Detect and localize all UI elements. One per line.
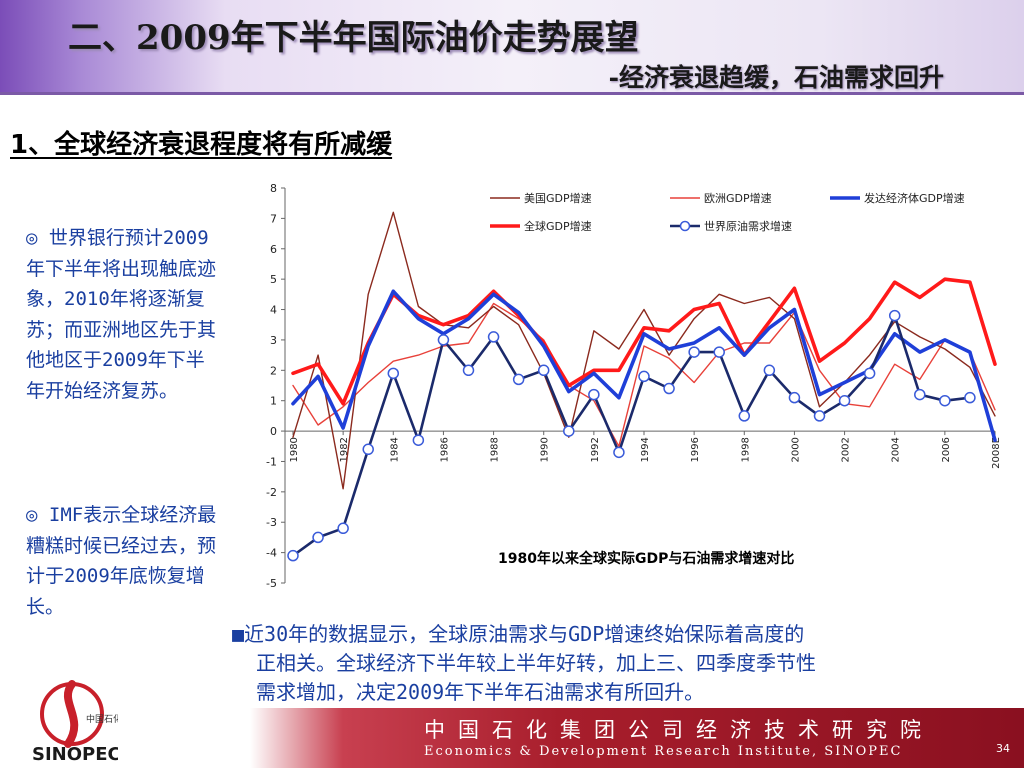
logo-text-cn: 中国石化	[86, 713, 118, 725]
bullet-text: 世界银行预计2009年下半年将出现触底迹象，2010年将逐渐复苏；而亚洲地区先于…	[26, 227, 217, 402]
series-point-oil	[437, 334, 450, 346]
series-point-oil	[964, 391, 976, 404]
series-point-oil	[412, 434, 425, 446]
gdp-oil-demand-chart: 8 7 6 5 4 3 2 1 0 -1 -2 -3 -4 -5 1980 1982 1984 1986 1988 1…	[266, 182, 1002, 590]
series-point-oil	[688, 346, 700, 358]
y-tick-label: -3	[266, 516, 277, 529]
series-point-oil	[863, 367, 876, 380]
bullet-mark: ◎	[26, 227, 38, 249]
x-tick-label: 2004	[891, 437, 902, 462]
legend-label-developed: 发达经济体GDP增速	[864, 191, 965, 205]
series-point-oil	[287, 549, 299, 562]
page-title: 二、2009年下半年国际油价走势展望	[68, 18, 639, 58]
series-point-oil	[813, 410, 826, 422]
series-point-oil	[362, 443, 374, 456]
legend-label-oil: 世界原油需求增速	[704, 219, 792, 233]
y-tick-label: -4	[266, 547, 277, 560]
y-tick-label: 3	[270, 334, 277, 347]
y-tick-label: 7	[270, 212, 277, 225]
x-tick-label: 2008E	[991, 437, 1002, 469]
series-point-oil	[888, 309, 901, 322]
x-tick-label: 1996	[690, 437, 701, 462]
series-point-oil	[312, 531, 324, 544]
series-point-oil	[537, 364, 550, 377]
series-point-oil	[663, 382, 675, 395]
note-line-1: 近30年的数据显示，全球原油需求与GDP增速终始保际着高度的	[244, 622, 805, 646]
legend-marker-oil	[679, 220, 691, 232]
y-tick-label: 1	[270, 395, 277, 408]
x-tick-label: 2002	[841, 437, 852, 462]
series-point-oil	[588, 388, 600, 401]
bullet-text: IMF表示全球经济最糟糕时候已经过去，预计于2009年底恢复增长。	[26, 504, 217, 618]
footer-org-chinese: 中国石化集团公司经济技术研究院	[424, 718, 934, 742]
series-point-oil	[462, 364, 475, 377]
bullet-mark: ◎	[26, 504, 38, 526]
series-point-oil	[387, 367, 400, 380]
y-tick-label: 5	[270, 273, 277, 286]
page-number: 34	[996, 742, 1010, 755]
header-banner	[0, 0, 1024, 94]
x-tick-label: 1990	[540, 437, 551, 462]
sinopec-logo: 中国石化 SINOPEC	[32, 680, 118, 764]
y-tick-label: -1	[266, 455, 277, 468]
series-point-oil	[487, 331, 500, 343]
legend-label-us: 美国GDP增速	[524, 191, 592, 205]
footer-band	[250, 708, 1024, 768]
logo-brand: SINOPEC	[32, 744, 118, 764]
x-tick-label: 1982	[339, 437, 350, 462]
series-point-oil	[788, 391, 801, 404]
series-line-developed	[291, 289, 997, 442]
x-tick-label: 1992	[590, 437, 601, 462]
section-heading: 1、全球经济衰退程度将有所减缓	[10, 130, 393, 160]
x-tick-label: 1994	[640, 437, 651, 462]
series-point-oil	[613, 446, 625, 459]
series-line-oil	[291, 314, 972, 557]
series-point-oil	[914, 388, 926, 401]
series-point-oil	[638, 370, 650, 383]
y-tick-label: 4	[270, 304, 277, 317]
x-tick-label: 1988	[490, 437, 501, 462]
note-line-3: 需求增加，决定2009年下半年石油需求有所回升。	[256, 680, 705, 704]
series-point-oil	[738, 410, 751, 422]
note-paragraph: ■近30年的数据显示，全球原油需求与GDP增速终始保际着高度的 正相关。全球经济…	[232, 620, 992, 707]
legend-label-world: 全球GDP增速	[524, 219, 592, 233]
y-tick-label: 0	[270, 425, 277, 438]
y-tick-label: 2	[270, 364, 277, 377]
note-line-2: 正相关。全球经济下半年较上半年好转，加上三、四季度季节性	[256, 651, 816, 675]
x-tick-label: 2006	[941, 437, 952, 462]
series-line-us	[292, 211, 996, 490]
footer-org-english: Economics & Development Research Institu…	[424, 744, 903, 759]
series-point-oil	[563, 425, 575, 437]
x-tick-label: 1986	[439, 437, 450, 462]
x-tick-label: 1980	[289, 437, 300, 462]
series-point-oil	[713, 346, 725, 358]
series-point-oil	[512, 373, 525, 386]
y-tick-label: 8	[270, 182, 277, 195]
page-subtitle: -经济衰退趋缓，石油需求回升	[608, 63, 944, 92]
note-mark: ■	[232, 622, 245, 646]
y-tick-label: -2	[266, 486, 277, 499]
x-tick-label: 2000	[790, 437, 801, 462]
x-tick-label: 1998	[740, 437, 751, 462]
series-point-oil	[337, 522, 349, 535]
header-divider	[0, 92, 1024, 95]
bullet-world-bank: ◎ 世界银行预计2009年下半年将出现触底迹象，2010年将逐渐复苏；而亚洲地区…	[26, 223, 220, 406]
series-line-eu	[292, 302, 996, 447]
bullet-imf: ◎ IMF表示全球经济最糟糕时候已经过去，预计于2009年底恢复增长。	[26, 500, 220, 622]
y-tick-label: -5	[266, 577, 277, 590]
y-tick-label: 6	[270, 243, 277, 256]
legend-label-eu: 欧洲GDP增速	[704, 191, 772, 205]
x-tick-label: 1984	[389, 437, 400, 462]
series-point-oil	[939, 394, 951, 407]
series-point-oil	[763, 364, 776, 377]
chart-title: 1980年以来全球实际GDP与石油需求增速对比	[498, 551, 795, 567]
series-point-oil	[838, 394, 851, 407]
